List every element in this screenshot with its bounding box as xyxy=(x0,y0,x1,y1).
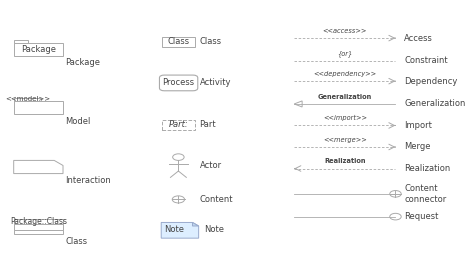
Text: Part: Part xyxy=(200,121,216,130)
Text: Note: Note xyxy=(164,225,184,234)
Text: Class: Class xyxy=(200,37,222,46)
Bar xyxy=(14,101,63,114)
Bar xyxy=(14,40,28,43)
Text: <<dependency>>: <<dependency>> xyxy=(313,71,376,77)
Text: <<import>>: <<import>> xyxy=(323,115,367,121)
Text: Constraint: Constraint xyxy=(404,56,448,65)
Text: Import: Import xyxy=(404,121,432,130)
Text: Actor: Actor xyxy=(200,162,222,170)
Text: <<merge>>: <<merge>> xyxy=(323,137,367,143)
Text: Package::Class: Package::Class xyxy=(10,217,67,226)
Text: Request: Request xyxy=(404,212,438,221)
Bar xyxy=(14,43,63,56)
Bar xyxy=(14,219,63,224)
Text: Content: Content xyxy=(200,195,233,204)
Text: Merge: Merge xyxy=(404,143,431,152)
Text: Dependency: Dependency xyxy=(404,77,458,86)
Text: Model: Model xyxy=(65,116,91,126)
Text: <<access>>: <<access>> xyxy=(323,28,367,34)
Bar xyxy=(162,37,195,47)
Text: Realization: Realization xyxy=(404,164,451,173)
Polygon shape xyxy=(161,222,199,238)
Polygon shape xyxy=(192,222,199,226)
Text: Access: Access xyxy=(404,34,433,42)
Text: Note: Note xyxy=(204,225,224,234)
Bar xyxy=(14,224,63,230)
Text: Realization: Realization xyxy=(324,158,365,164)
Text: <<model>>: <<model>> xyxy=(5,96,50,102)
Text: Part:: Part: xyxy=(169,121,189,130)
Polygon shape xyxy=(14,161,63,174)
Bar xyxy=(14,98,41,101)
Text: Class: Class xyxy=(65,237,87,246)
Bar xyxy=(162,120,195,130)
Text: Interaction: Interaction xyxy=(65,176,111,185)
Text: Package: Package xyxy=(21,45,56,54)
Text: {or}: {or} xyxy=(337,50,353,57)
Text: Process: Process xyxy=(163,78,195,88)
Text: Content
connector: Content connector xyxy=(404,184,447,204)
FancyBboxPatch shape xyxy=(159,75,198,91)
Text: Generalization: Generalization xyxy=(318,94,372,100)
Bar xyxy=(14,230,63,234)
Polygon shape xyxy=(294,101,302,107)
Text: Package: Package xyxy=(65,58,100,67)
Text: Activity: Activity xyxy=(200,78,231,88)
Text: Class: Class xyxy=(167,37,190,46)
Text: Generalization: Generalization xyxy=(404,99,465,109)
